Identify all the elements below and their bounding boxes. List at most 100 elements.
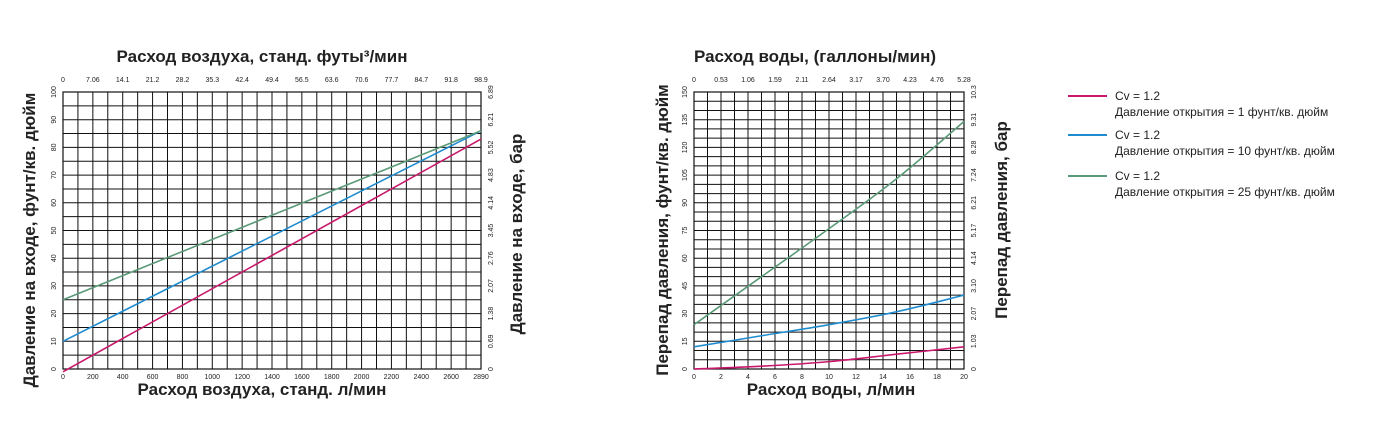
x2-tick-label: 21.2	[146, 77, 160, 84]
series-line-2	[62, 130, 482, 343]
y2-tick-label: 2.07	[488, 279, 495, 293]
air-chart-y2-label: Давление на входе, бар	[507, 134, 526, 335]
water-chart-series	[693, 120, 965, 370]
y2-tick-label: 4.83	[488, 168, 495, 182]
x-tick-label: 1600	[294, 374, 310, 381]
x2-tick-label: 35.3	[205, 77, 219, 84]
x-tick-label: 6	[773, 374, 777, 381]
legend-line2: Давление открытия = 25 фунт/кв. дюйм	[1115, 185, 1335, 199]
air-chart-series	[62, 130, 482, 373]
x-tick-label: 4	[746, 374, 750, 381]
x2-tick-label: 56.5	[295, 77, 309, 84]
y-tick-label: 120	[682, 141, 689, 153]
y-tick-label: 90	[682, 199, 689, 207]
series-line-1	[693, 346, 965, 370]
x2-tick-label: 63.6	[325, 77, 339, 84]
y-tick-label: 105	[682, 169, 689, 181]
y2-tick-label: 2.76	[488, 251, 495, 265]
legend-item: Cv = 1.2 Давление открытия = 25 фунт/кв.…	[1068, 169, 1335, 199]
y2-tick-label: 3.45	[488, 224, 495, 238]
water-chart-top-title: Расход воды, (галлоны/мин)	[694, 47, 936, 66]
x2-tick-label: 3.70	[876, 77, 890, 84]
x2-tick-label: 0	[692, 77, 696, 84]
x2-tick-label: 4.76	[930, 77, 944, 84]
water-flow-chart: Расход воды, (галлоны/мин) 0 2 4 6 8 10 12 14 16…	[653, 47, 1011, 399]
x2-tick-label: 98.9	[474, 77, 488, 84]
x-tick-label: 20	[960, 374, 968, 381]
water-chart-ticks: 0 2 4 6 8 10 12 14 16 18 200 0.53 1.06 1.59 2.11 2.64 3.…	[682, 77, 978, 381]
legend-line2: Давление открытия = 1 фунт/кв. дюйм	[1115, 105, 1328, 119]
y-tick-label: 50	[51, 227, 58, 235]
water-chart-grid	[693, 91, 965, 370]
y2-tick-label: 0.69	[488, 334, 495, 348]
y2-tick-label: 5.17	[971, 224, 978, 238]
y-tick-label: 70	[51, 171, 58, 179]
water-chart-x-label: Расход воды, л/мин	[747, 380, 915, 399]
air-chart-ticks: 0 200 400 600 800 1000 1200 1400 1600 1800 2000 220…	[51, 77, 495, 381]
legend: Cv = 1.2 Давление открытия = 1 фунт/кв. …	[1068, 89, 1335, 199]
x-tick-label: 0	[61, 374, 65, 381]
air-chart-x-label: Расход воздуха, станд. л/мин	[138, 380, 387, 399]
y2-tick-label: 6.89	[488, 85, 495, 99]
legend-item: Cv = 1.2 Давление открытия = 1 фунт/кв. …	[1068, 89, 1328, 119]
y-tick-label: 60	[51, 199, 58, 207]
x2-tick-label: 70.6	[355, 77, 369, 84]
x-tick-label: 2600	[443, 374, 459, 381]
x-tick-label: 2200	[384, 374, 400, 381]
x-tick-label: 2400	[413, 374, 429, 381]
x-tick-label: 2	[719, 374, 723, 381]
x2-tick-label: 4.23	[903, 77, 917, 84]
water-chart-y2-label: Перепад давления, бар	[992, 121, 1011, 319]
y-tick-label: 30	[51, 282, 58, 290]
air-chart-grid	[62, 91, 482, 370]
y-tick-label: 0	[51, 367, 58, 371]
x-tick-label: 600	[147, 374, 159, 381]
series-line-3	[62, 130, 482, 301]
x-tick-label: 1200	[234, 374, 250, 381]
series-line-3	[693, 120, 965, 326]
x2-tick-label: 0	[61, 77, 65, 84]
y2-tick-label: 1.03	[971, 334, 978, 348]
y2-tick-label: 3.10	[971, 279, 978, 293]
x-tick-label: 12	[852, 374, 860, 381]
y2-tick-label: 6.21	[971, 196, 978, 210]
y2-tick-label: 0	[971, 367, 978, 371]
air-chart-top-title: Расход воздуха, станд. футы³/мин	[117, 47, 408, 66]
y2-tick-label: 5.52	[488, 140, 495, 154]
x2-tick-label: 0.53	[714, 77, 728, 84]
y-tick-label: 135	[682, 114, 689, 126]
y2-tick-label: 10.3	[971, 85, 978, 99]
legend-line2: Давление открытия = 10 фунт/кв. дюйм	[1115, 144, 1335, 158]
x-tick-label: 0	[692, 374, 696, 381]
y-tick-label: 75	[682, 227, 689, 235]
x-tick-label: 14	[879, 374, 887, 381]
x-tick-label: 1800	[324, 374, 340, 381]
y-tick-label: 40	[51, 254, 58, 262]
legend-item: Cv = 1.2 Давление открытия = 10 фунт/кв.…	[1068, 128, 1335, 158]
x2-tick-label: 1.06	[741, 77, 755, 84]
x-tick-label: 800	[177, 374, 189, 381]
series-line-1	[62, 138, 482, 373]
y-tick-label: 80	[51, 143, 58, 151]
x2-tick-label: 3.17	[849, 77, 863, 84]
y-tick-label: 10	[51, 337, 58, 345]
x2-tick-label: 91.8	[444, 77, 458, 84]
x-tick-label: 16	[906, 374, 914, 381]
x-tick-label: 1000	[204, 374, 220, 381]
x-tick-label: 8	[800, 374, 804, 381]
y2-tick-label: 1.38	[488, 307, 495, 321]
y2-tick-label: 2.07	[971, 307, 978, 321]
x2-tick-label: 49.4	[265, 77, 279, 84]
x2-tick-label: 84.7	[414, 77, 428, 84]
legend-line1: Cv = 1.2	[1115, 169, 1160, 183]
y2-tick-label: 0	[488, 367, 495, 371]
y-tick-label: 90	[51, 116, 58, 124]
y2-tick-label: 6.21	[488, 113, 495, 127]
y2-tick-label: 8.28	[971, 140, 978, 154]
y-tick-label: 100	[51, 86, 58, 98]
x-tick-label: 10	[825, 374, 833, 381]
x-tick-label: 2000	[354, 374, 370, 381]
series-line-2	[693, 294, 965, 348]
y2-tick-label: 4.14	[971, 251, 978, 265]
